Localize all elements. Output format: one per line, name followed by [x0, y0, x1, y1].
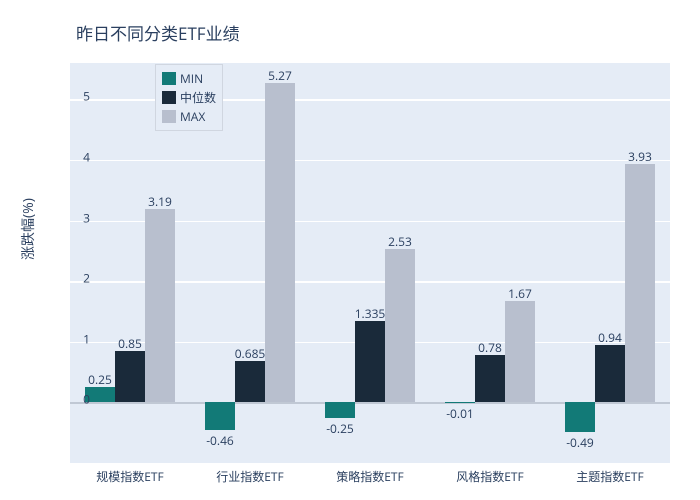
bar[interactable]: [445, 402, 475, 403]
legend-item[interactable]: MAX: [162, 107, 216, 126]
x-tick-label: 规模指数ETF: [70, 468, 190, 485]
bar-value-label: -0.25: [310, 420, 370, 437]
bar[interactable]: [205, 402, 235, 430]
bar-value-label: 5.27: [250, 67, 310, 84]
bar[interactable]: [475, 355, 505, 402]
chart-root: 昨日不同分类ETF业绩 MIN中位数MAX 0.250.853.19规模指数ET…: [0, 0, 700, 500]
legend-item[interactable]: MIN: [162, 69, 216, 88]
x-tick-label: 主题指数ETF: [550, 468, 670, 485]
legend-swatch: [162, 91, 176, 104]
y-tick-label: 2: [40, 270, 90, 287]
y-tick-label: 4: [40, 148, 90, 165]
bar[interactable]: [235, 361, 265, 403]
x-tick-label: 风格指数ETF: [430, 468, 550, 485]
bar-value-label: -0.01: [430, 405, 490, 422]
x-tick-label: 策略指数ETF: [310, 468, 430, 485]
legend: MIN 中位数 MAX: [155, 64, 223, 131]
bar-value-label: 3.19: [130, 193, 190, 210]
legend-item[interactable]: 中位数: [162, 88, 216, 107]
legend-label: MIN: [180, 70, 203, 87]
y-axis-label: 涨跌幅(%): [18, 198, 38, 260]
x-tick-label: 行业指数ETF: [190, 468, 310, 485]
bar[interactable]: [625, 164, 655, 402]
legend-label: MAX: [180, 108, 205, 125]
bar[interactable]: [355, 321, 385, 402]
y-tick-label: 0: [40, 391, 90, 408]
bar[interactable]: [265, 83, 295, 402]
bar[interactable]: [595, 345, 625, 402]
bar-value-label: -0.46: [190, 432, 250, 449]
bar[interactable]: [565, 402, 595, 432]
y-tick-label: 1: [40, 330, 90, 347]
legend-swatch: [162, 110, 176, 123]
legend-label: 中位数: [180, 89, 216, 106]
y-tick-label: 3: [40, 209, 90, 226]
y-tick-label: 5: [40, 88, 90, 105]
bar-value-label: 1.67: [490, 285, 550, 302]
bar-value-label: 2.53: [370, 233, 430, 250]
gridline: [70, 160, 670, 162]
bar[interactable]: [385, 249, 415, 402]
bar-value-label: 3.93: [610, 148, 670, 165]
bar[interactable]: [115, 351, 145, 403]
legend-swatch: [162, 72, 176, 85]
bar[interactable]: [145, 209, 175, 402]
bar-value-label: -0.49: [550, 434, 610, 451]
chart-title: 昨日不同分类ETF业绩: [76, 20, 670, 45]
bar[interactable]: [505, 301, 535, 402]
bar[interactable]: [325, 402, 355, 417]
